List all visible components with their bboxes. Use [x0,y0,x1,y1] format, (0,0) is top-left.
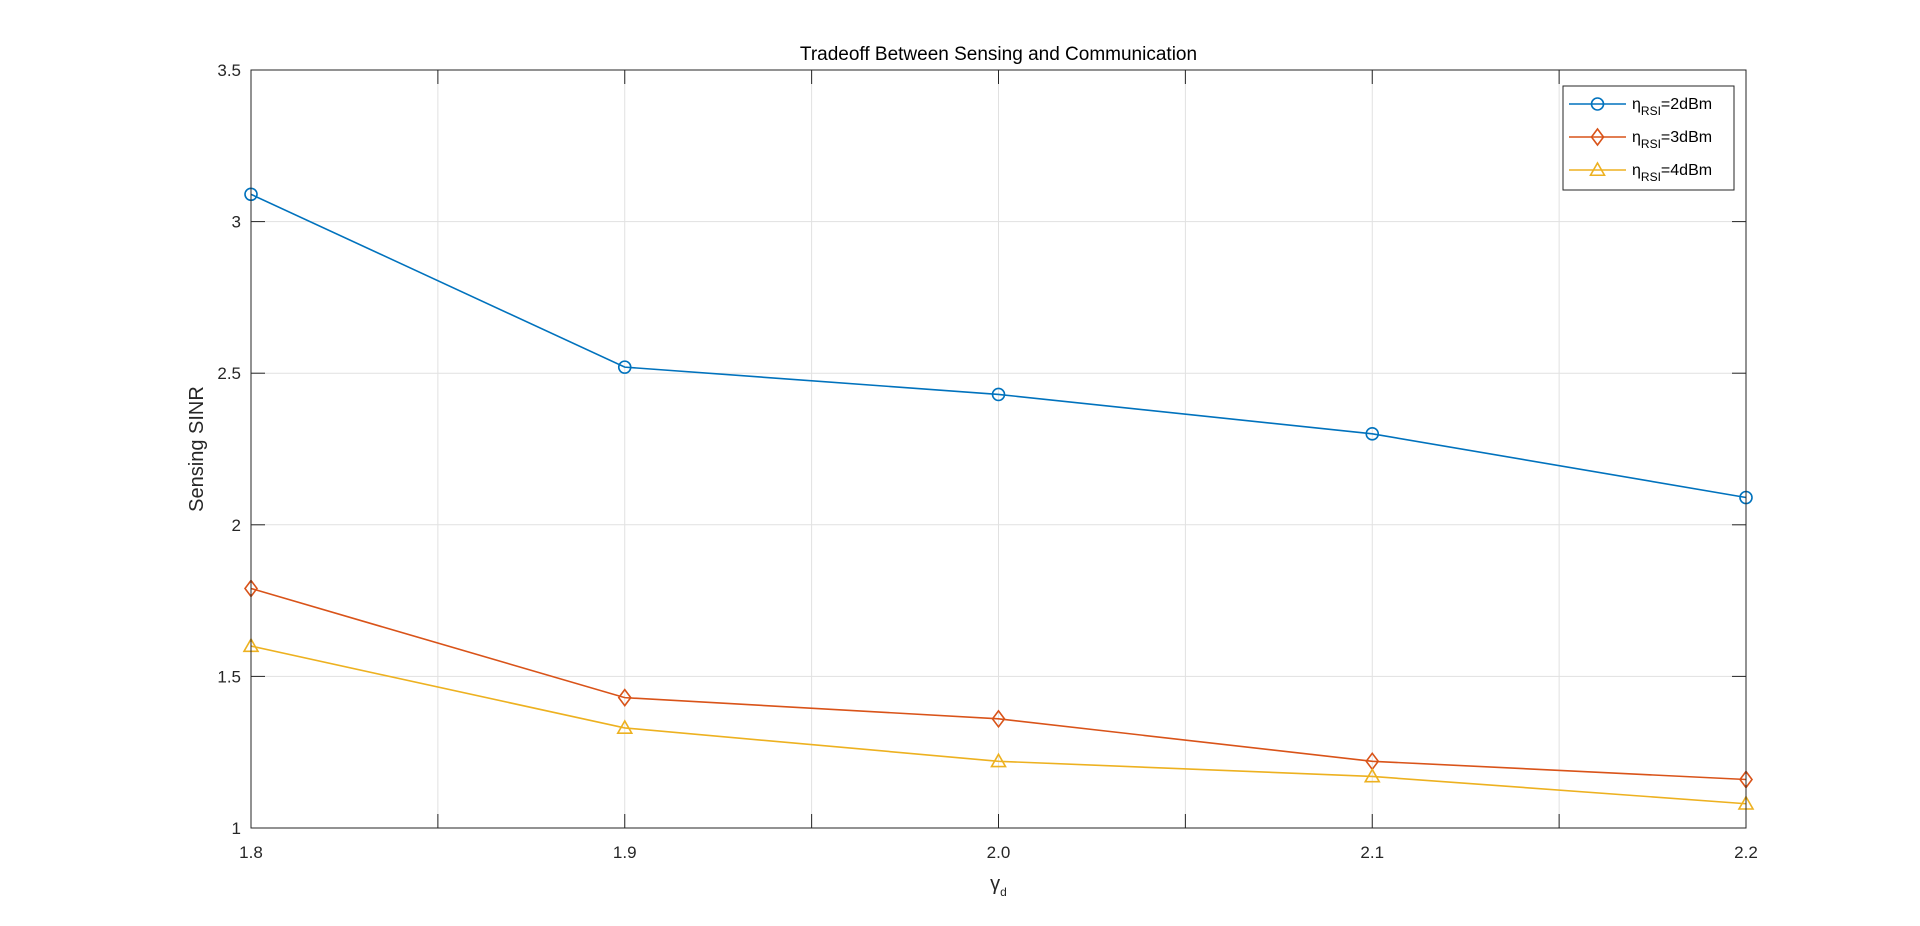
legend-item-1: ηRSI=2dBm [1569,96,1712,118]
legend-item-3: ηRSI=4dBm [1569,161,1712,184]
x-tick-label: 2.0 [987,843,1011,862]
data-point [1365,427,1380,441]
ticks: 1.8 1.9 2.0 2.1 2.2 1 1.5 2 2.5 3 3.5 [217,61,1757,862]
series-line [250,587,1747,781]
data-point [1363,767,1381,783]
y-tick-label: 1 [232,819,241,838]
y-tick-label: 3 [232,213,241,232]
series-line [250,645,1747,805]
legend-label: ηRSI=4dBm [1632,162,1712,184]
chart-title: Tradeoff Between Sensing and Communicati… [800,44,1197,65]
data-point [617,688,632,707]
x-tick-label: 2.1 [1360,843,1384,862]
legend-label: ηRSI=2dBm [1632,96,1712,118]
legend-marker [1589,161,1606,177]
data-point [991,387,1006,402]
legend: ηRSI=2dBm ηRSI=3dBm ηRSI=4dBm [1562,85,1735,191]
x-axis-label: γd [990,873,1007,899]
y-axis-label: Sensing SINR [186,386,208,512]
series-line [250,193,1747,499]
legend-item-2: ηRSI=3dBm [1569,127,1712,151]
data-point [991,709,1006,729]
legend-label: ηRSI=3dBm [1632,129,1712,151]
x-tick-label: 1.8 [239,843,263,862]
series-3 [242,637,1755,810]
y-tick-label: 2 [232,516,241,535]
legend-marker [1590,127,1605,147]
data-point [617,360,632,374]
y-tick-label: 1.5 [217,667,241,686]
y-tick-label: 3.5 [217,61,241,80]
legend-marker [1590,97,1605,111]
data-point [990,752,1007,768]
data-point [616,719,634,734]
x-tick-label: 2.2 [1734,843,1758,862]
y-tick-label: 2.5 [217,364,241,383]
x-tick-label: 1.9 [613,843,637,862]
